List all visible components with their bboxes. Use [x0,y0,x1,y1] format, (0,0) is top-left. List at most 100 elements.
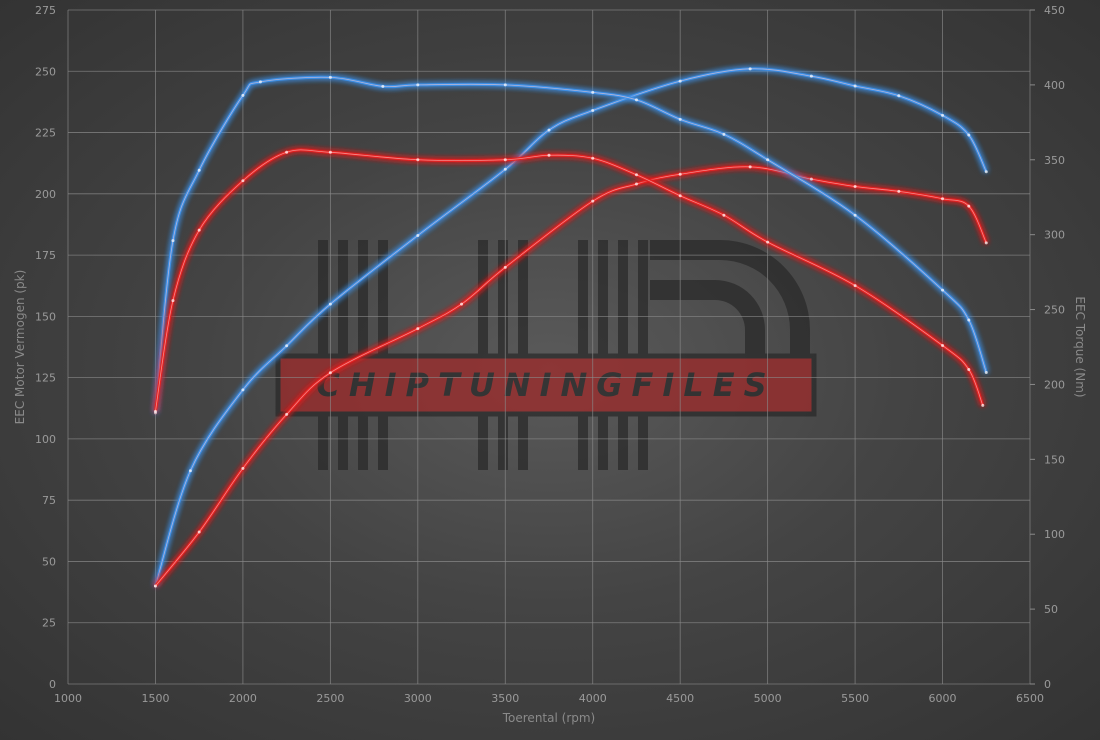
data-point [941,197,945,201]
watermark-logo: CHIPTUNINGFILES [275,240,817,470]
data-point [547,153,551,157]
data-point [381,84,385,88]
data-point [678,79,682,83]
data-point [328,150,332,154]
data-point [591,108,595,112]
y-right-tick-label: 0 [1044,678,1051,691]
x-tick-label: 2000 [229,692,257,705]
y-axis-right-label: EEC Torque (Nm) [1073,296,1087,397]
y-axis-left-label: EEC Motor Vermogen (pk) [13,270,27,425]
data-point [853,84,857,88]
data-point [634,173,638,177]
y-left-tick-label: 175 [35,249,56,262]
x-tick-label: 3000 [404,692,432,705]
x-axis-label: Toerental (rpm) [502,711,595,725]
data-point [285,150,289,154]
data-point [547,128,551,132]
data-point [766,158,770,162]
x-tick-label: 5000 [754,692,782,705]
data-point [416,327,420,331]
y-left-tick-label: 250 [35,65,56,78]
data-point [941,344,945,348]
data-point [258,80,262,84]
data-point [416,158,420,162]
data-point [678,117,682,121]
data-point [328,302,332,306]
data-point [171,239,175,243]
data-point [153,584,157,588]
y-right-tick-label: 350 [1044,154,1065,167]
x-tick-label: 1500 [141,692,169,705]
data-point [941,113,945,117]
data-point [984,170,988,174]
data-point [171,299,175,303]
data-point [853,184,857,188]
y-left-tick-label: 75 [42,494,56,507]
data-point [591,199,595,203]
data-point [241,93,245,97]
y-right-tick-label: 200 [1044,378,1065,391]
data-point [722,132,726,136]
data-point [853,213,857,217]
y-right-tick-label: 450 [1044,4,1065,17]
y-right-tick-label: 150 [1044,453,1065,466]
data-point [197,530,201,534]
data-point [197,228,201,232]
data-point [897,189,901,193]
data-point [328,371,332,375]
tuned-power-curve [154,67,988,587]
data-point [984,241,988,245]
data-point [984,370,988,374]
y-left-tick-label: 25 [42,617,56,630]
data-point [591,156,595,160]
data-point [503,158,507,162]
y-left-tick-label: 200 [35,188,56,201]
data-point [416,233,420,237]
x-tick-label: 2500 [316,692,344,705]
x-tick-label: 6000 [929,692,957,705]
y-left-tick-label: 275 [35,4,56,17]
tuned-torque-curve-highlight [155,76,987,413]
y-right-tick-label: 100 [1044,528,1065,541]
data-point [285,412,289,416]
y-left-tick-label: 150 [35,310,56,323]
watermark-text: CHIPTUNINGFILES [316,366,775,404]
data-point [897,94,901,98]
y-left-tick-label: 100 [35,433,56,446]
data-point [967,318,971,322]
data-point [748,165,752,169]
y-right-tick-label: 250 [1044,304,1065,317]
data-point [460,302,464,306]
y-left-tick-label: 125 [35,372,56,385]
y-left-tick-label: 0 [49,678,56,691]
y-right-tick-label: 400 [1044,79,1065,92]
data-point [809,74,813,78]
data-point [809,177,813,181]
data-point [678,172,682,176]
data-point [503,265,507,269]
data-point [241,466,245,470]
data-point [197,168,201,172]
data-point [678,194,682,198]
data-point [285,344,289,348]
y-left-tick-label: 50 [42,555,56,568]
data-point [188,469,192,473]
y-right-tick-label: 50 [1044,603,1058,616]
data-point [153,409,157,413]
data-point [967,367,971,371]
data-point [328,75,332,79]
data-point [241,179,245,183]
x-tick-label: 5500 [841,692,869,705]
data-point [766,240,770,244]
x-tick-label: 3500 [491,692,519,705]
data-point [591,90,595,94]
data-point [941,288,945,292]
data-point [981,403,985,407]
stock-torque-curve-highlight [155,149,984,412]
data-point [634,182,638,186]
data-point [634,98,638,102]
data-point [967,133,971,137]
data-point [416,83,420,87]
y-right-tick-label: 300 [1044,229,1065,242]
